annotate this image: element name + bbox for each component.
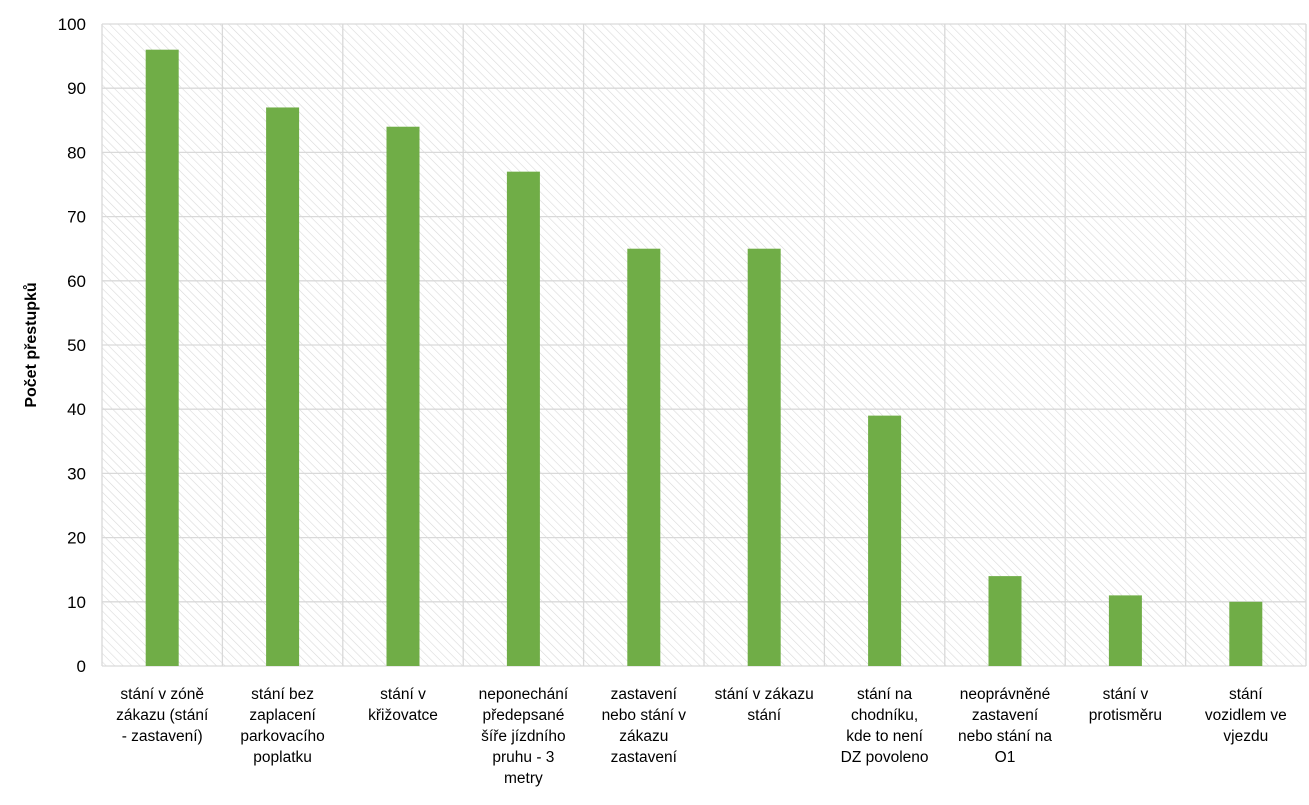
y-tick-label: 10 (67, 593, 86, 612)
bar (145, 49, 179, 667)
y-tick-label: 20 (67, 529, 86, 548)
bar (1108, 595, 1142, 666)
x-category-label: stání v zóně zákazu (stání - zastavení) (116, 686, 209, 745)
y-tick-label: 100 (58, 15, 86, 34)
bar (868, 415, 902, 666)
x-category-label: zastavení nebo stání v zákazu zastavení (602, 686, 687, 766)
x-category-label: stání vozidlem ve vjezdu (1205, 686, 1287, 745)
bar (1229, 601, 1263, 666)
bar (266, 107, 300, 666)
y-tick-label: 80 (67, 143, 86, 162)
bar (627, 248, 661, 666)
x-category-label: stání na chodníku, kde to není DZ povoleno (841, 686, 929, 766)
x-category-label: stání v zákazu stání (715, 686, 814, 724)
y-axis-label: Počet přestupků (23, 282, 40, 407)
y-tick-label: 60 (67, 272, 86, 291)
x-category-label: stání bez zaplacení parkovacího poplatku (240, 686, 324, 766)
y-tick-label: 70 (67, 208, 86, 227)
x-category-label: stání v křižovatce (368, 686, 438, 724)
bar (988, 576, 1022, 666)
y-tick-label: 30 (67, 464, 86, 483)
bar (386, 126, 420, 667)
x-category-label: neponechání předepsané šíře jízdního pruhu … (479, 686, 569, 787)
x-axis-category-labels: stání v zóně zákazu (stání - zastavení) stá… (116, 686, 1287, 787)
y-tick-label: 90 (67, 79, 86, 98)
bars (145, 49, 1263, 667)
y-tick-label: 0 (77, 657, 86, 676)
y-tick-label: 50 (67, 336, 86, 355)
bar (747, 248, 781, 666)
x-category-label: stání v protisměru (1089, 686, 1162, 724)
gridlines (101, 23, 1307, 667)
x-category-label: neoprávněné zastavení nebo stání na O1 (958, 686, 1052, 766)
y-axis-tick-labels: 0 10 20 30 40 50 60 70 80 90 100 (58, 15, 86, 676)
y-tick-label: 40 (67, 400, 86, 419)
bar (506, 171, 540, 666)
